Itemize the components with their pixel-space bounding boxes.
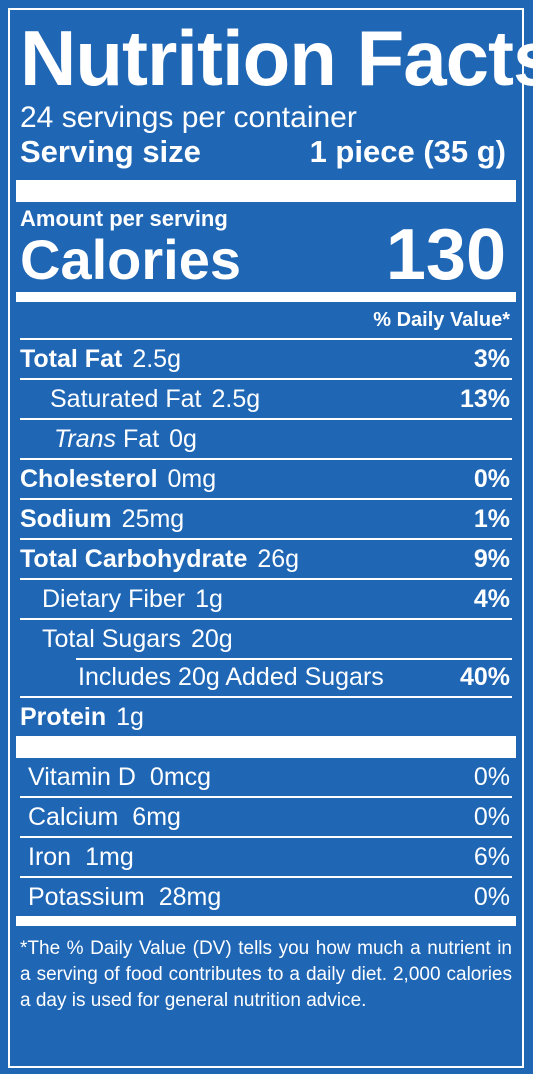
nutrient-name: Fat [123,424,160,453]
nutrient-row-cholesterol: Cholesterol 0mg 0% [20,458,512,498]
nutrient-name: Dietary Fiber [42,584,186,613]
thick-divider [16,736,516,758]
nutrient-name: Total Carbohydrate [20,544,248,573]
vitamin-dv: 0% [473,762,510,791]
nutrient-row-total-fat: Total Fat 2.5g 3% [20,338,512,378]
nutrient-amount: 2.5g [132,344,181,373]
nutrient-row-total-sugars: Total Sugars 20g [20,618,512,658]
label-title: Nutrition Facts [20,14,533,102]
nutrient-dv: 40% [459,662,510,691]
serving-size-value: 1 piece (35 g) [309,134,506,169]
nutrient-row-trans-fat: Trans Fat 0g [20,418,512,458]
calories-row: Calories 130 [20,215,512,295]
nutrient-amount: 20g [190,624,233,653]
vitamin-row-calcium: Calcium 6mg 0% [20,798,512,838]
vitamin-dv: 6% [473,842,510,871]
nutrient-name: Protein [20,702,107,731]
calories-label: Calories [20,228,241,291]
nutrition-facts-label: Nutrition Facts 24 servings per containe… [8,8,533,1068]
nutrient-amount: 0g [169,424,197,453]
servings-per-container: 24 servings per container [20,101,357,134]
daily-value-footnote: *The % Daily Value (DV) tells you how mu… [20,938,512,1011]
vitamin-amount: 6mg [132,802,181,831]
nutrient-row-sodium: Sodium 25mg 1% [20,498,512,538]
medium-divider [16,292,516,302]
amount-per-serving: Amount per serving [20,206,228,231]
vitamin-dv: 0% [473,802,510,831]
nutrient-amount: 25mg [121,504,185,533]
nutrient-name: Total Sugars [42,624,181,653]
serving-size-row: Serving size 1 piece (35 g) [20,134,512,170]
nutrient-name: Cholesterol [20,464,158,493]
vitamin-name: Vitamin D [28,762,136,791]
vitamin-amount: 28mg [158,882,222,911]
nutrient-dv: 13% [459,384,510,413]
nutrient-name: Includes 20g Added Sugars [78,662,384,691]
vitamin-amount: 1mg [85,842,134,871]
nutrient-dv: 9% [473,544,510,573]
nutrient-row-dietary-fiber: Dietary Fiber 1g 4% [20,578,512,618]
vitamin-row-vitamin-d: Vitamin D 0mcg 0% [20,758,512,798]
vitamin-dv: 0% [473,882,510,911]
vitamin-name: Potassium [28,882,145,911]
nutrient-name: Saturated Fat [50,384,202,413]
nutrient-dv: 0% [473,464,510,493]
daily-value-header: % Daily Value* [373,309,510,331]
nutrient-dv: 3% [473,344,510,373]
nutrient-amount: 26g [257,544,300,573]
nutrient-row-saturated-fat: Saturated Fat 2.5g 13% [20,378,512,418]
nutrient-amount: 0mg [167,464,217,493]
vitamin-row-potassium: Potassium 28mg 0% [20,878,512,916]
nutrient-row-total-carbohydrate: Total Carbohydrate 26g 9% [20,538,512,578]
nutrient-name: Total Fat [20,344,123,373]
nutrient-row-added-sugars: Includes 20g Added Sugars 40% [20,658,512,696]
nutrient-name: Sodium [20,504,112,533]
nutrient-dv: 1% [473,504,510,533]
nutrient-amount: 1g [116,702,144,731]
vitamin-name: Iron [28,842,72,871]
nutrient-amount: 2.5g [211,384,261,413]
medium-divider [16,916,516,926]
vitamin-amount: 0mcg [149,762,212,791]
vitamin-row-iron: Iron 1mg 6% [20,838,512,878]
vitamins-minerals: Vitamin D 0mcg 0% Calcium 6mg 0% Iron 1mg 6… [20,758,512,916]
serving-size-label: Serving size [20,134,201,169]
nutrient-dv: 4% [473,584,510,613]
vitamin-name: Calcium [28,802,119,831]
nutrient-row-protein: Protein 1g [20,696,512,736]
thick-divider [16,180,516,202]
calories-value: 130 [385,215,506,295]
nutrient-amount: 1g [195,584,223,613]
nutrient-name-italic: Trans [54,424,117,453]
